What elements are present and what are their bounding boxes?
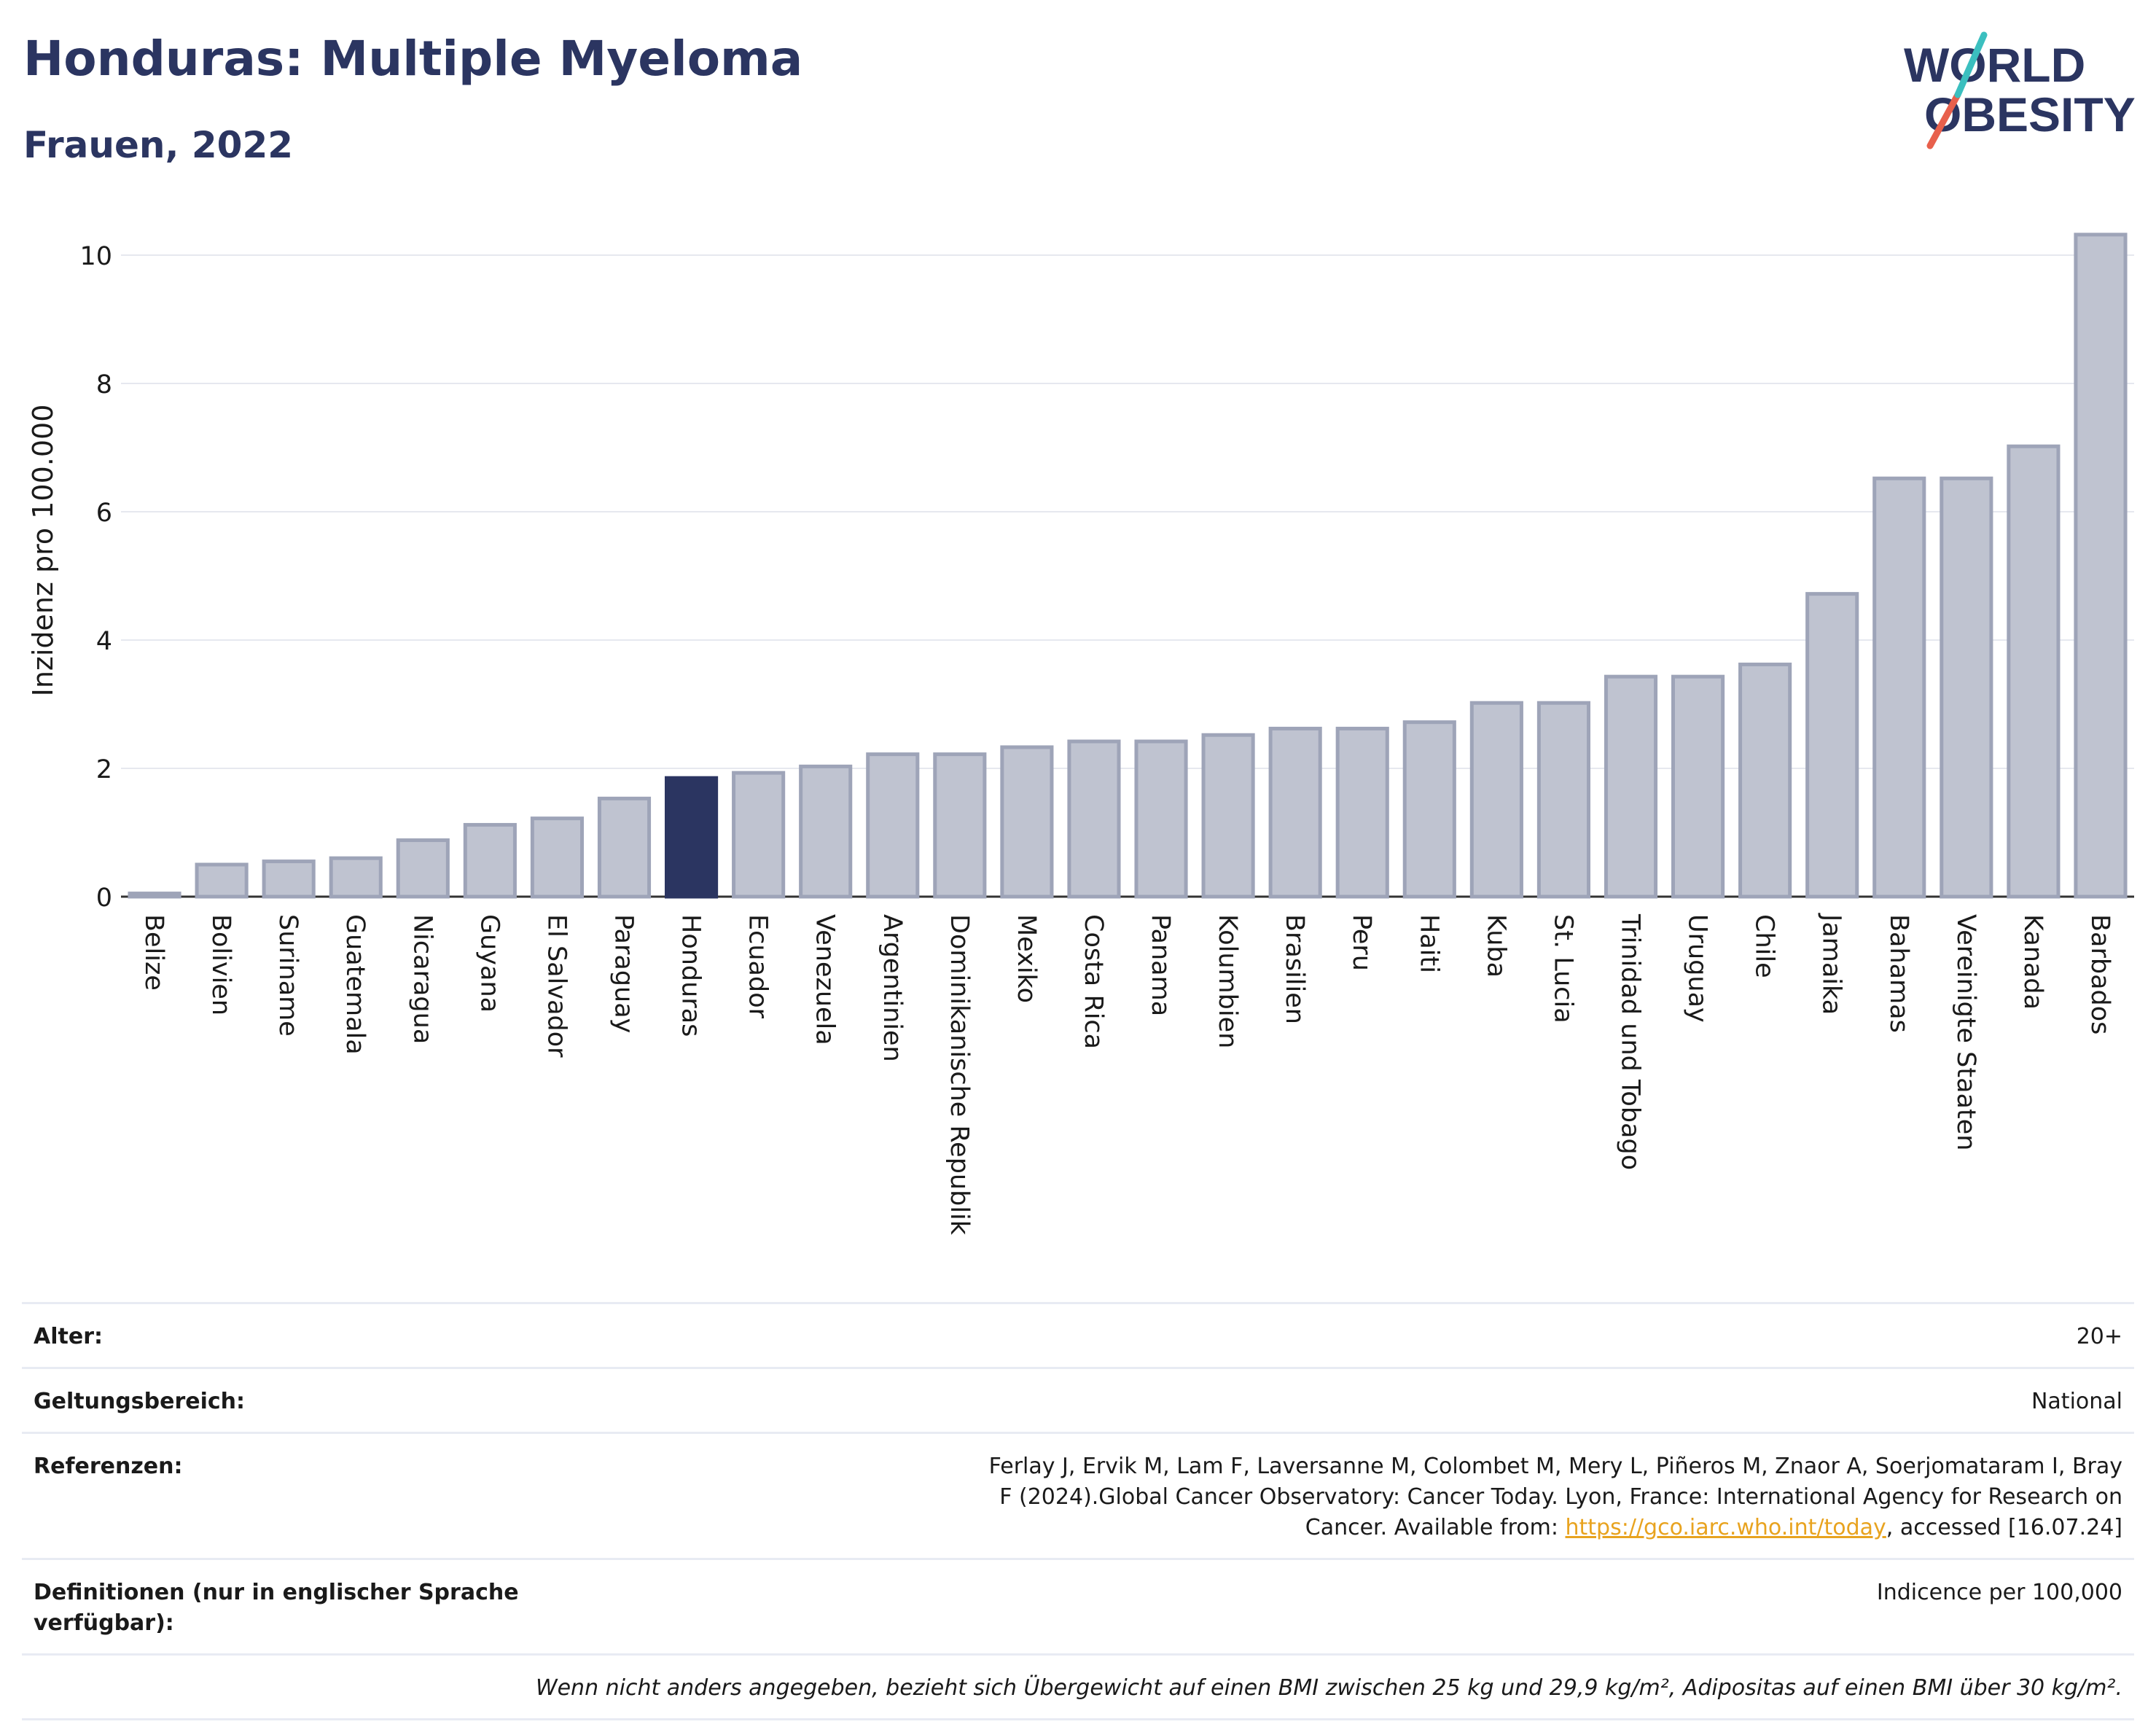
x-tick-label: Vereinigte Staaten [1951, 914, 1980, 1150]
x-tick-label: Bahamas [1884, 914, 1913, 1033]
x-tick-label: Chile [1750, 914, 1779, 978]
x-tick-labels: Belize Bolivien Suriname Guatemala Nicaragua… [139, 913, 2114, 1236]
bar-chart: 0 2 4 6 8 10 Belize Bolivien Suriname Guatemala N… [27, 233, 2134, 1236]
x-tick-label: Panama [1146, 914, 1175, 1016]
bar-suriname [262, 859, 316, 899]
bar-guyana [463, 822, 517, 899]
bar-belize [128, 892, 181, 899]
references-accessed: , accessed [16.07.24] [1886, 1515, 2122, 1540]
bar-honduras [665, 776, 719, 899]
references-value: Ferlay J, Ervik M, Lam F, Laversanne M, … [544, 1451, 2122, 1543]
info-row-scope: Geltungsbereich: National [22, 1367, 2134, 1432]
x-tick-label: Uruguay [1683, 914, 1712, 1023]
y-tick-labels: 0 2 4 6 8 10 [79, 242, 112, 913]
logo-slash-lower [1926, 91, 1961, 149]
x-tick-label: St. Lucia [1548, 914, 1577, 1024]
references-link[interactable]: https://gco.iarc.who.int/today [1565, 1515, 1886, 1540]
x-tick-label: Bolivien [206, 914, 235, 1015]
bar-el-salvador [530, 816, 584, 899]
bar-ecuador [732, 771, 786, 899]
logo-line1: WORLD [1904, 38, 2085, 92]
info-row-note: Wenn nicht anders angegeben, bezieht sic… [22, 1653, 2134, 1720]
x-tick-label: Costa Rica [1079, 914, 1108, 1049]
page-title: Honduras: Multiple Myeloma [23, 31, 803, 87]
x-tick-label: Suriname [273, 914, 302, 1037]
world-obesity-logo: WORLD OBESITY [1904, 31, 2136, 149]
bars [128, 233, 2128, 899]
bar-guatemala [329, 856, 383, 899]
x-tick-label: Kolumbien [1213, 914, 1242, 1048]
x-tick-label: Jamaika [1817, 913, 1846, 1015]
definitions-value: Indicence per 100,000 [1876, 1580, 2122, 1605]
page-subtitle: Frauen, 2022 [23, 124, 294, 166]
logo-slash-upper [1954, 31, 1988, 98]
x-tick-label: Dominikanische Republik [945, 914, 974, 1236]
bar-nicaragua [396, 838, 450, 899]
x-tick-label: Guyana [474, 914, 504, 1013]
bar-paraguay [597, 796, 652, 899]
x-tick-label: Paraguay [609, 914, 638, 1033]
bar-st-lucia [1536, 701, 1590, 899]
bar-mexiko [1000, 745, 1054, 899]
definitions-label: Definitionen (nur in englischer Sprache … [34, 1580, 519, 1636]
x-tick-label: Venezuela [811, 914, 840, 1045]
x-tick-label: Nicaragua [407, 914, 437, 1044]
bar-kolumbien [1201, 733, 1255, 899]
bar-haiti [1402, 720, 1456, 899]
info-row-references: Referenzen: Ferlay J, Ervik M, Lam F, La… [22, 1432, 2134, 1558]
info-row-definitions: Definitionen (nur in englischer Sprache … [22, 1558, 2134, 1653]
bar-panama [1134, 739, 1188, 899]
info-table: Alter: 20+ Geltungsbereich: National Ref… [22, 1302, 2134, 1720]
bmi-note: Wenn nicht anders angegeben, bezieht sic… [535, 1675, 2122, 1701]
scope-label: Geltungsbereich: [34, 1389, 246, 1414]
x-tick-label: Ecuador [743, 914, 773, 1019]
bar-vereinigte-staaten [1940, 476, 1993, 899]
bar-costa-rica [1067, 739, 1121, 899]
bar-barbados [2074, 233, 2128, 899]
y-tick-label: 8 [96, 370, 112, 399]
x-tick-label: Trinidad und Tobago [1616, 913, 1645, 1170]
x-tick-label: Kanada [2018, 914, 2047, 1010]
y-tick-label: 10 [79, 242, 112, 271]
x-tick-label: El Salvador [542, 914, 571, 1058]
x-tick-label: Honduras [676, 914, 706, 1037]
bar-kanada [2007, 444, 2061, 899]
bar-jamaika [1805, 592, 1859, 899]
x-tick-label: Kuba [1481, 914, 1510, 978]
x-tick-label: Barbados [2085, 914, 2114, 1034]
x-tick-label: Brasilien [1280, 914, 1309, 1024]
references-label: Referenzen: [34, 1454, 183, 1479]
x-tick-label: Haiti [1414, 914, 1443, 973]
bar-argentinien [866, 752, 920, 899]
gridlines [121, 254, 2134, 898]
bar-uruguay [1671, 674, 1725, 899]
x-tick-label: Belize [139, 914, 168, 991]
y-tick-label: 2 [96, 755, 112, 784]
y-tick-label: 6 [96, 499, 112, 528]
bar-kuba [1469, 701, 1523, 899]
age-value: 20+ [2076, 1324, 2122, 1349]
y-tick-label: 0 [96, 884, 112, 913]
x-tick-label: Mexiko [1012, 914, 1041, 1003]
bar-peru [1335, 726, 1389, 899]
y-axis-label: Inzidenz pro 100.000 [27, 405, 59, 697]
bar-bolivien [195, 862, 249, 899]
bar-venezuela [799, 764, 853, 899]
references-text: Ferlay J, Ervik M, Lam F, Laversanne M, … [988, 1454, 2122, 1540]
info-row-age: Alter: 20+ [22, 1302, 2134, 1367]
bar-dominikanische-republik [933, 752, 987, 899]
x-tick-label: Guatemala [340, 914, 370, 1055]
bar-trinidad-und-tobago [1604, 674, 1658, 899]
bar-bahamas [1872, 476, 1926, 899]
x-tick-label: Argentinien [878, 914, 907, 1062]
bar-brasilien [1268, 726, 1322, 899]
scope-value: National [2031, 1389, 2122, 1414]
age-label: Alter: [34, 1324, 103, 1349]
bar-chile [1738, 662, 1792, 899]
y-tick-label: 4 [96, 627, 112, 656]
x-tick-label: Peru [1347, 914, 1376, 971]
